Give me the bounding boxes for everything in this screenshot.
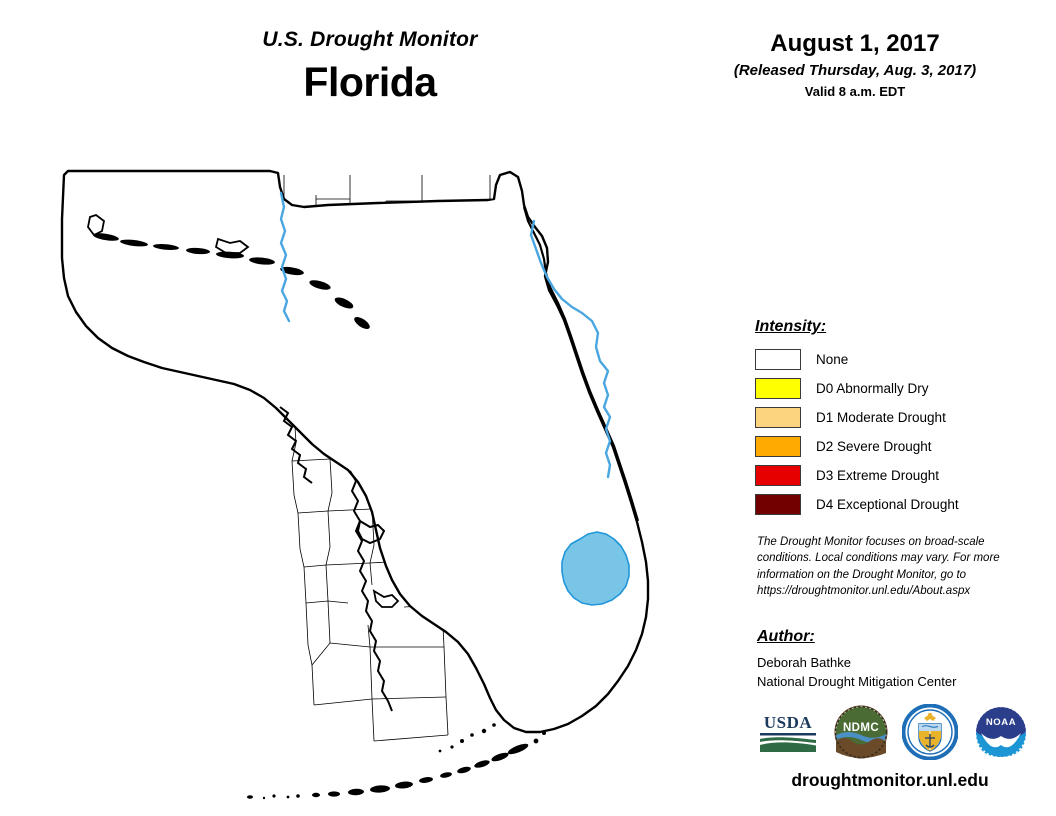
footer-url[interactable]: droughtmonitor.unl.edu [791, 770, 989, 790]
legend-title: Intensity: [755, 318, 827, 335]
noaa-logo[interactable]: NOAA [973, 705, 1029, 759]
legend-item-d1[interactable]: D1 Moderate Drought [755, 403, 1015, 432]
legend-item-d4[interactable]: D4 Exceptional Drought [755, 490, 1015, 519]
legend-swatch-d4 [755, 494, 801, 515]
ndmc-logo-text: NDMC [843, 722, 879, 734]
legend-swatch-none [755, 349, 801, 370]
program-title: U.S. Drought Monitor [262, 28, 478, 51]
usda-logo[interactable]: USDA [757, 709, 819, 755]
map-date: August 1, 2017 [770, 30, 940, 57]
legend-item-d2[interactable]: D2 Severe Drought [755, 432, 1015, 461]
florida-drought-map[interactable] [48, 155, 728, 805]
florida-bay-islands [438, 723, 496, 753]
gulf-coast-detail [349, 470, 393, 712]
legend-label-d0: D0 Abnormally Dry [816, 381, 929, 396]
tampa-bay [356, 519, 386, 545]
ndmc-logo[interactable]: NDMC [834, 705, 888, 759]
legend-item-none[interactable]: None [755, 345, 1015, 374]
release-date: (Released Thursday, Aug. 3, 2017) [733, 62, 977, 79]
legend-swatch-d0 [755, 378, 801, 399]
author-block: Author: Deborah Bathke National Drought … [757, 628, 1027, 692]
svg-text:USDA: USDA [764, 713, 813, 732]
map-svg [60, 169, 650, 800]
legend: Intensity: None D0 Abnormally Dry D1 Mod… [755, 318, 1015, 519]
legend-label-d3: D3 Extreme Drought [816, 468, 940, 483]
legend-swatch-d1 [755, 407, 801, 428]
author-name: Deborah Bathke [757, 655, 851, 670]
lake-okeechobee[interactable] [561, 531, 630, 606]
florida-geometry [60, 169, 650, 800]
big-bend-coast [279, 406, 313, 484]
florida-shape [60, 169, 650, 734]
map-layers [60, 169, 650, 800]
noaa-seal-logo[interactable] [902, 704, 959, 760]
author-organization: National Drought Mitigation Center [757, 673, 957, 689]
atlantic-barrier-islands [522, 206, 640, 522]
panhandle-barrier-islands [93, 233, 370, 330]
suwannee-river[interactable] [279, 191, 291, 323]
valid-time: Valid 8 a.m. EDT [804, 84, 906, 99]
florida-keys [247, 731, 546, 800]
title-block: U.S. Drought Monitor Florida [140, 28, 600, 106]
legend-swatch-d2 [755, 436, 801, 457]
legend-label-d4: D4 Exceptional Drought [816, 497, 959, 512]
st-johns-river[interactable] [529, 219, 612, 479]
pensacola-bay [87, 213, 105, 237]
legend-swatch-d3 [755, 465, 801, 486]
page-title: Florida [303, 59, 437, 105]
legend-label-d1: D1 Moderate Drought [816, 410, 946, 425]
legend-label-d2: D2 Severe Drought [816, 439, 932, 454]
charlotte-harbor [372, 589, 400, 608]
apalachicola-bay [214, 237, 250, 254]
legend-item-d3[interactable]: D3 Extreme Drought [755, 461, 1015, 490]
logo-row: USDA NDMC [757, 703, 1029, 761]
legend-item-d0[interactable]: D0 Abnormally Dry [755, 374, 1015, 403]
author-heading: Author: [757, 628, 815, 645]
date-block: August 1, 2017 (Released Thursday, Aug. … [700, 30, 1010, 99]
legend-label-none: None [816, 352, 849, 367]
disclaimer-text: The Drought Monitor focuses on broad-sca… [757, 536, 1000, 597]
noaa-logo-text: NOAA [986, 717, 1016, 728]
